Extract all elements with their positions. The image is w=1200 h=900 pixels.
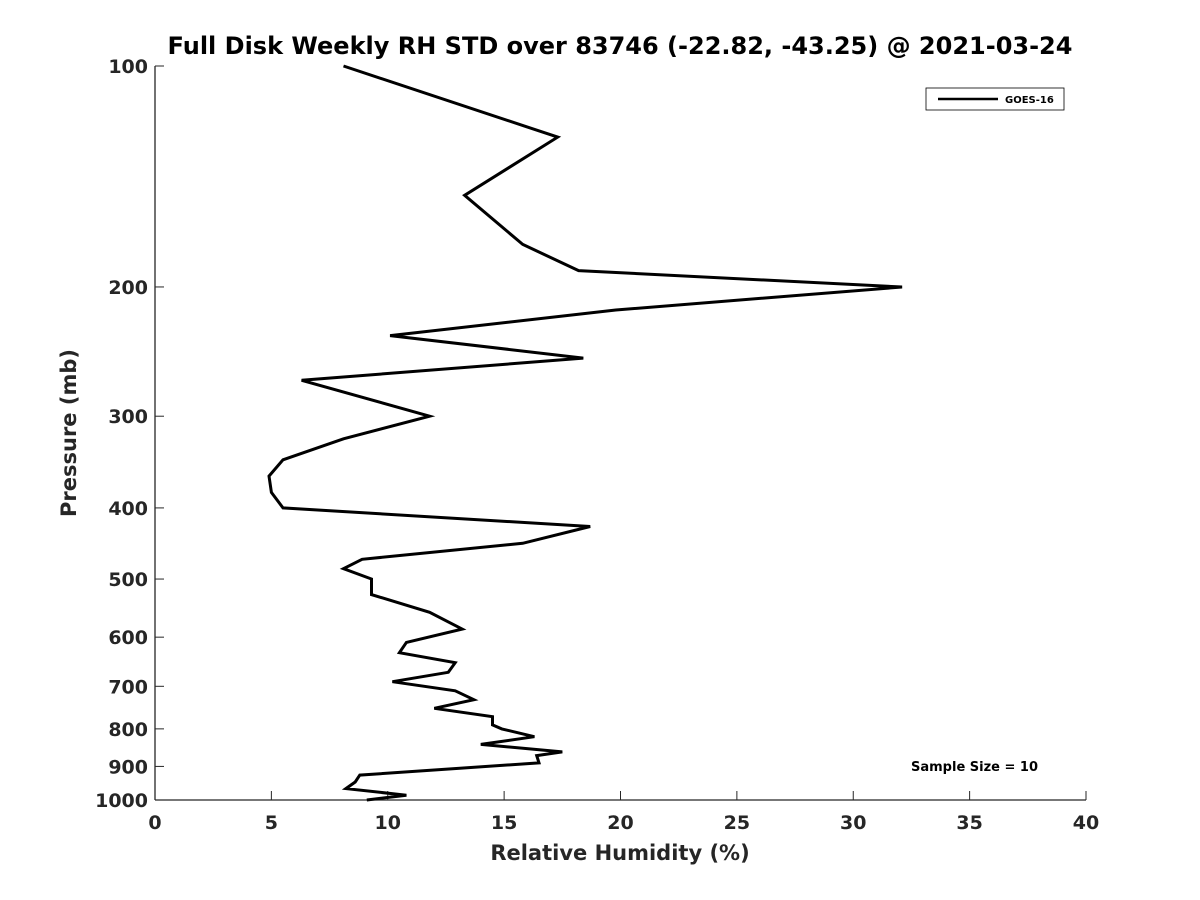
x-tick-label: 40	[1073, 812, 1099, 834]
series-line-goes-16	[267, 64, 903, 802]
sample-size-annotation: Sample Size = 10	[911, 760, 1038, 775]
legend-label-goes-16: GOES-16	[1005, 95, 1054, 106]
x-axis-label: Relative Humidity (%)	[490, 841, 749, 865]
y-tick-label: 400	[108, 498, 148, 520]
x-tick-label: 20	[607, 812, 633, 834]
axes-frame	[154, 66, 1086, 801]
y-axis-label: Pressure (mb)	[57, 349, 81, 517]
x-tick-label: 25	[724, 812, 750, 834]
y-tick-label: 900	[108, 756, 148, 778]
axis-ticks: 0 5 10 15 20 25 30 35 40 100 200 300 400 500 600 700 800…	[95, 56, 1099, 834]
y-tick-label: 500	[108, 569, 148, 591]
y-tick-label: 200	[108, 277, 148, 299]
x-tick-label: 35	[956, 812, 982, 834]
y-tick-label: 600	[108, 627, 148, 649]
y-tick-label: 700	[108, 676, 148, 698]
x-tick-label: 0	[148, 812, 161, 834]
series-layer	[267, 64, 903, 802]
y-tick-label: 1000	[95, 790, 148, 812]
x-tick-label: 5	[265, 812, 278, 834]
x-tick-label: 30	[840, 812, 866, 834]
x-tick-label: 15	[491, 812, 517, 834]
y-tick-label: 100	[108, 56, 148, 78]
y-tick-label: 300	[108, 406, 148, 428]
x-tick-label: 10	[375, 812, 401, 834]
legend: GOES-16	[925, 87, 1065, 111]
chart-title: Full Disk Weekly RH STD over 83746 (-22.…	[168, 32, 1073, 60]
y-tick-label: 800	[108, 719, 148, 741]
